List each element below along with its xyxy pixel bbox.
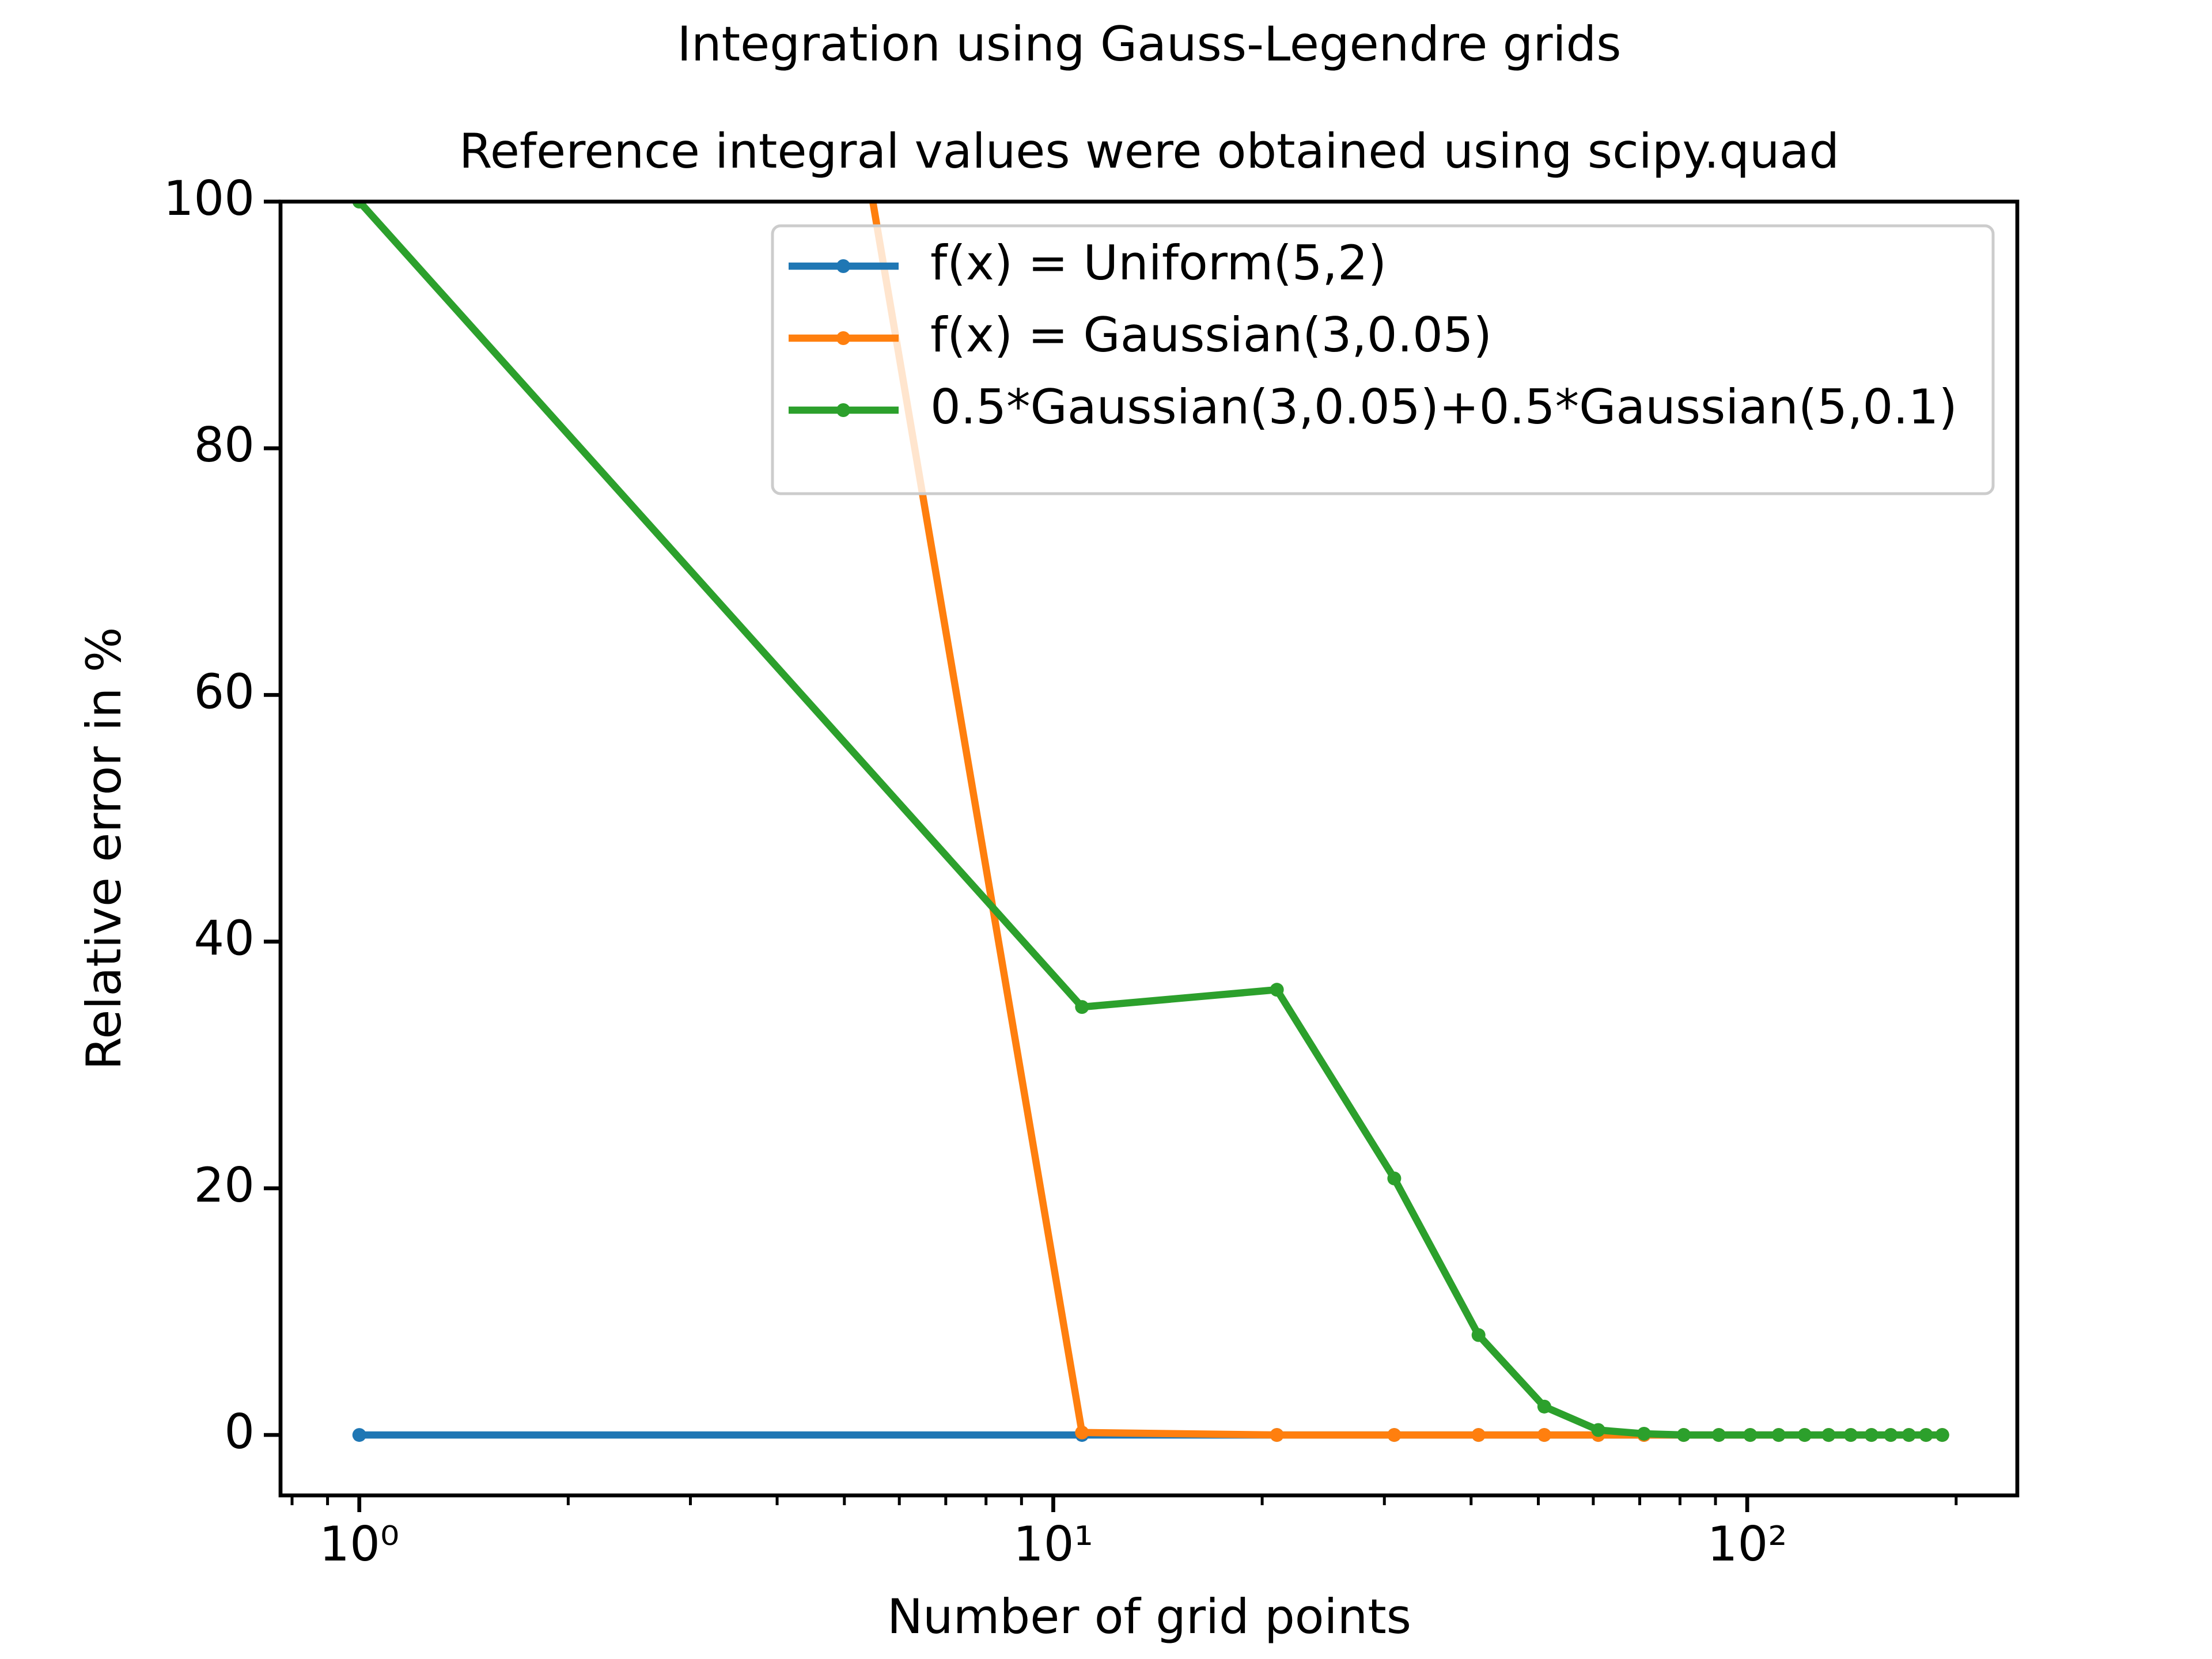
legend-box <box>771 224 1995 495</box>
data-point <box>1821 1428 1836 1442</box>
legend-label: f(x) = Gaussian(3,0.05) <box>930 307 1492 363</box>
data-point <box>1471 1428 1486 1442</box>
x-tick-label: 10² <box>1707 1516 1787 1572</box>
data-point <box>1537 1399 1551 1414</box>
data-point <box>1743 1428 1758 1442</box>
y-tick-label: 80 <box>194 417 255 473</box>
data-point <box>1387 1428 1402 1442</box>
y-tick-label: 40 <box>194 911 255 967</box>
y-axis-label: Relative error in % <box>76 627 132 1070</box>
data-point <box>1864 1428 1878 1442</box>
data-point <box>1387 1171 1402 1185</box>
data-point <box>1676 1428 1691 1442</box>
series-line <box>869 202 1942 1439</box>
x-tick-label: 10¹ <box>1013 1516 1093 1572</box>
data-point <box>1270 983 1284 997</box>
legend-label: 0.5*Gaussian(3,0.05)+0.5*Gaussian(5,0.1) <box>930 379 1957 435</box>
data-point <box>1919 1428 1933 1442</box>
data-point <box>1270 1428 1284 1442</box>
legend-marker <box>836 403 850 417</box>
chart-suptitle: Integration using Gauss-Legendre grids <box>677 16 1622 72</box>
legend-marker <box>836 259 850 273</box>
data-point <box>352 1428 366 1442</box>
data-point <box>1637 1426 1651 1441</box>
data-point <box>1843 1428 1858 1442</box>
data-point <box>1797 1428 1812 1442</box>
data-point <box>1935 1428 1949 1442</box>
x-axis-label: Number of grid points <box>887 1589 1411 1645</box>
y-tick-label: 20 <box>194 1157 255 1213</box>
y-tick-label: 100 <box>164 171 255 226</box>
data-point <box>1591 1423 1605 1437</box>
data-point <box>1771 1428 1786 1442</box>
data-point <box>1075 1000 1089 1014</box>
data-point <box>1884 1428 1898 1442</box>
chart-title: Reference integral values were obtained … <box>459 123 1839 179</box>
data-point <box>1537 1428 1551 1442</box>
x-tick-label: 10⁰ <box>319 1516 399 1572</box>
data-point <box>1711 1428 1726 1442</box>
legend: f(x) = Uniform(5,2) f(x) = Gaussian(3,0.0… <box>771 224 1995 495</box>
legend-marker <box>836 331 850 345</box>
y-tick-label: 0 <box>224 1404 255 1460</box>
legend-label: f(x) = Uniform(5,2) <box>930 235 1387 291</box>
data-point <box>1902 1428 1916 1442</box>
y-tick-label: 60 <box>194 664 255 719</box>
plot-frame <box>278 199 2020 1498</box>
data-point <box>1471 1328 1486 1342</box>
data-point <box>1075 1425 1089 1440</box>
plot-area <box>352 202 1949 1442</box>
